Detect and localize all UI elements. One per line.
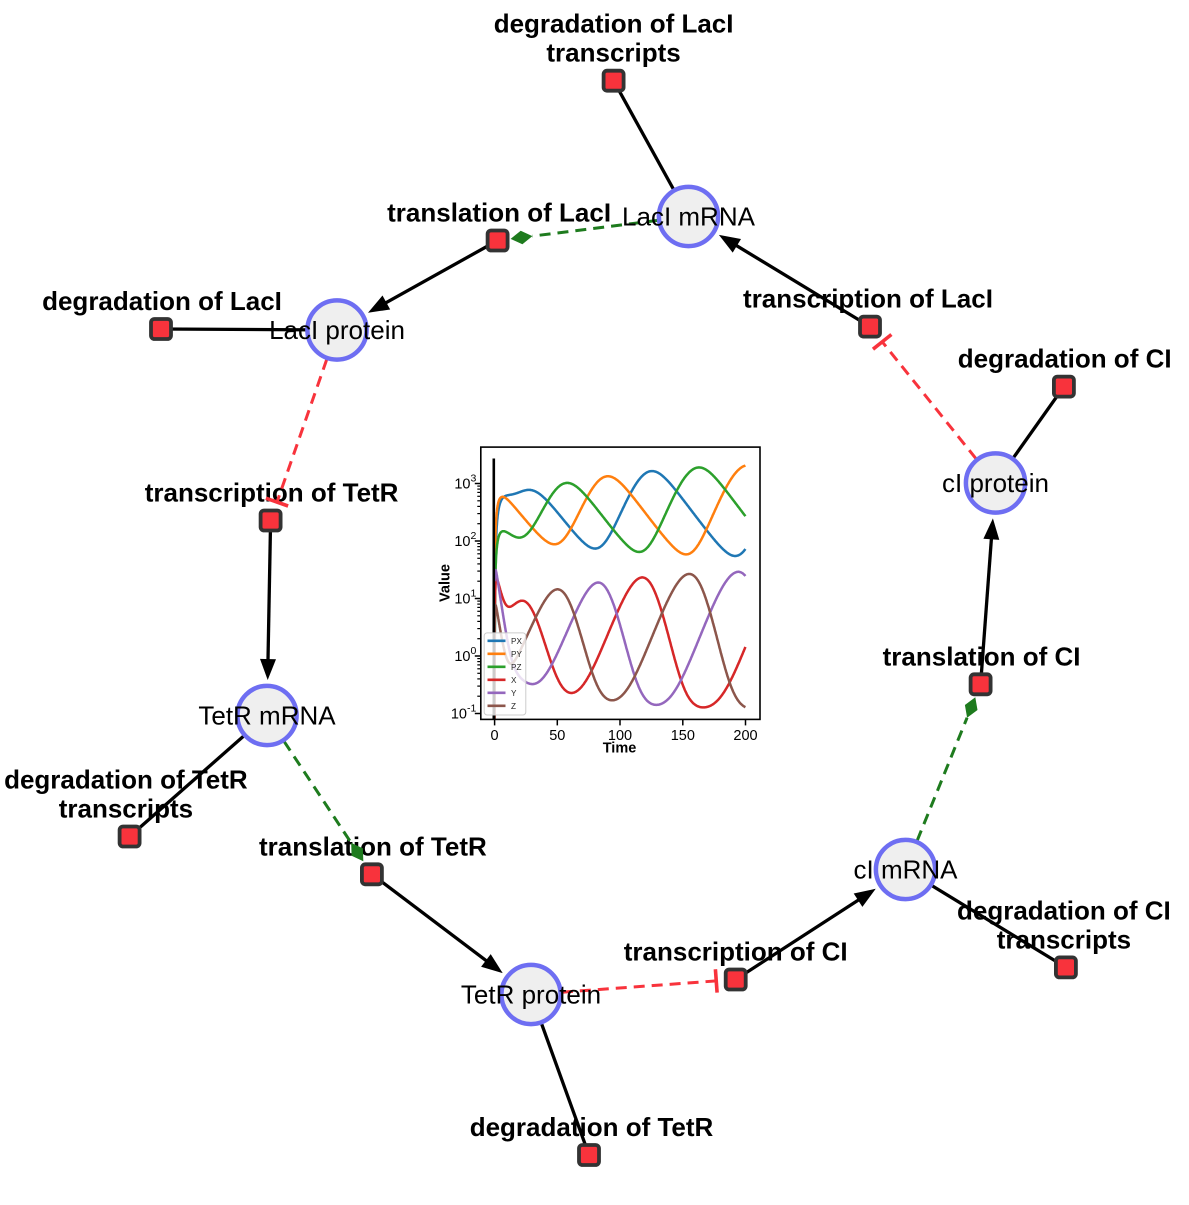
svg-text:transcription of CI: transcription of CI bbox=[624, 937, 848, 967]
svg-text:TetR protein: TetR protein bbox=[461, 980, 601, 1010]
svg-text:degradation of CI: degradation of CI bbox=[957, 895, 1171, 925]
svg-text:transcription of TetR: transcription of TetR bbox=[145, 478, 399, 508]
svg-text:transcription of LacI: transcription of LacI bbox=[743, 284, 993, 314]
svg-text:PX: PX bbox=[511, 637, 522, 646]
svg-text:Z: Z bbox=[511, 702, 516, 711]
svg-text:degradation of TetR: degradation of TetR bbox=[470, 1112, 714, 1142]
svg-text:150: 150 bbox=[671, 728, 695, 744]
svg-text:LacI mRNA: LacI mRNA bbox=[622, 202, 756, 232]
svg-text:X: X bbox=[511, 676, 517, 685]
svg-text:degradation of TetR: degradation of TetR bbox=[4, 765, 248, 795]
svg-text:100: 100 bbox=[608, 728, 632, 744]
svg-text:PY: PY bbox=[511, 650, 522, 659]
svg-text:translation of TetR: translation of TetR bbox=[259, 831, 487, 861]
svg-text:200: 200 bbox=[733, 728, 757, 744]
svg-text:cI protein: cI protein bbox=[942, 468, 1049, 498]
svg-text:PZ: PZ bbox=[511, 663, 521, 672]
svg-text:Value: Value bbox=[438, 564, 454, 602]
svg-text:degradation of CI: degradation of CI bbox=[958, 344, 1172, 374]
svg-text:cI mRNA: cI mRNA bbox=[854, 855, 959, 885]
svg-text:50: 50 bbox=[549, 728, 565, 744]
svg-text:translation of LacI: translation of LacI bbox=[387, 198, 611, 228]
svg-text:degradation of LacI: degradation of LacI bbox=[494, 9, 734, 39]
svg-text:Time: Time bbox=[603, 741, 637, 757]
svg-text:TetR mRNA: TetR mRNA bbox=[198, 701, 336, 731]
svg-text:degradation of LacI: degradation of LacI bbox=[42, 286, 282, 316]
svg-text:LacI protein: LacI protein bbox=[269, 315, 405, 345]
svg-text:Y: Y bbox=[511, 689, 517, 698]
svg-text:0: 0 bbox=[491, 728, 499, 744]
svg-text:transcripts: transcripts bbox=[546, 38, 680, 68]
